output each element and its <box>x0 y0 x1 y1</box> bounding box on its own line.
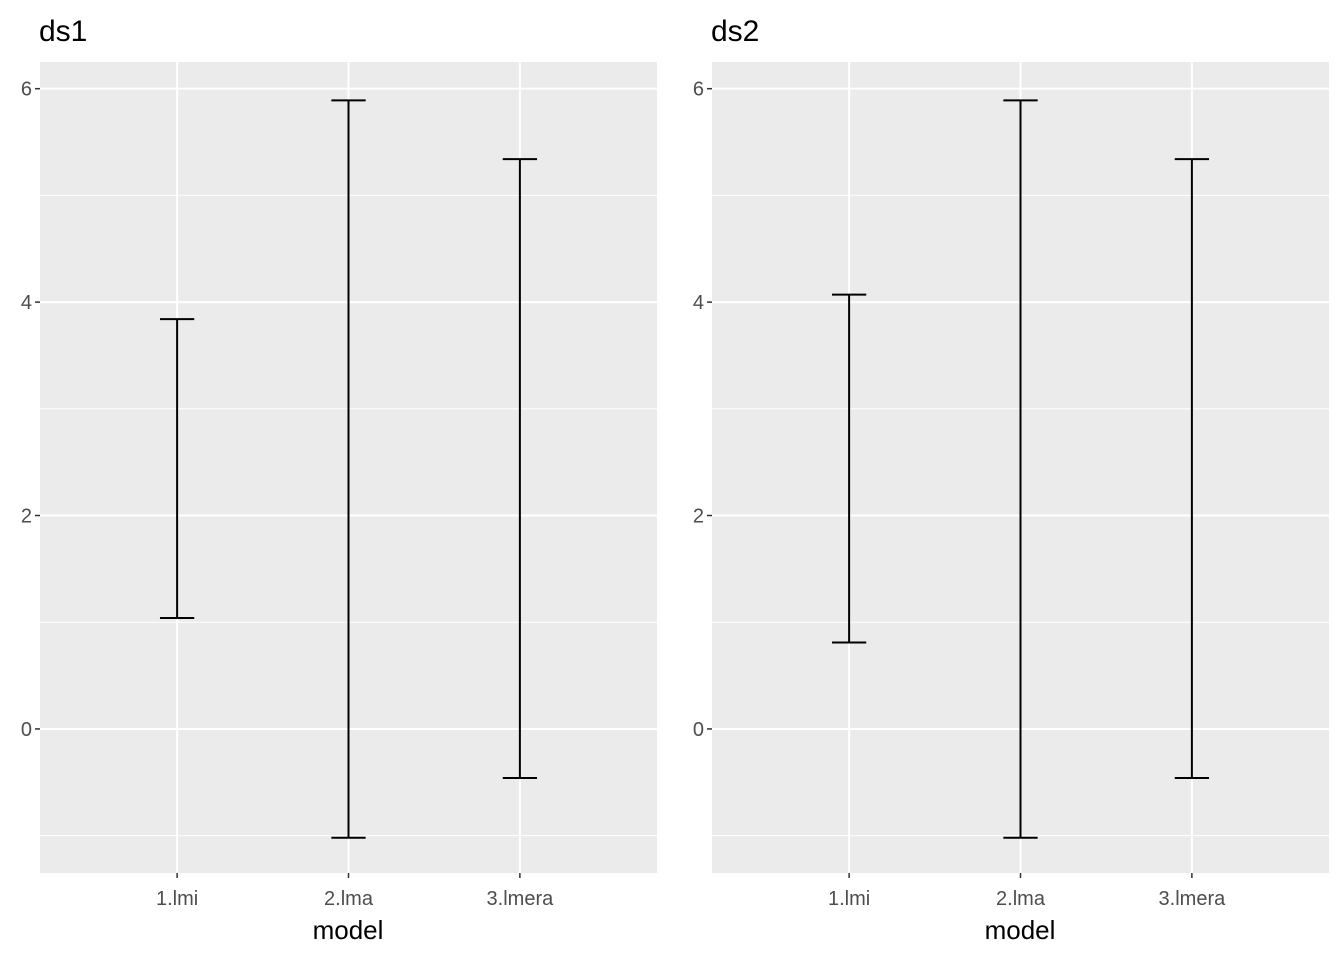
y-tick-label: 6 <box>693 79 704 101</box>
y-tick-label: 4 <box>693 292 704 314</box>
x-axis-label: model <box>313 915 384 945</box>
x-tick-label: 3.lmera <box>487 888 555 910</box>
x-tick-label: 3.lmera <box>1159 888 1227 910</box>
x-tick-label: 1.lmi <box>156 888 198 910</box>
y-tick-label: 2 <box>21 506 32 528</box>
errorbar <box>1003 99 1038 839</box>
errorbar <box>502 158 538 780</box>
x-tick-label: 2.lma <box>324 888 374 910</box>
errorbar <box>331 99 366 839</box>
y-tick-label: 6 <box>21 79 32 101</box>
errorbar <box>159 318 195 619</box>
errorbar <box>1174 158 1210 780</box>
x-tick-label: 1.lmi <box>828 888 870 910</box>
panel-title: ds1 <box>39 15 87 48</box>
x-axis-label: model <box>985 915 1056 945</box>
panel-ds2: ds2 model 0 2 4 6 1.lmi 2.lma 3.lmera <box>693 15 1329 945</box>
panel-ds1: ds1 model 0 2 4 6 1.lmi 2.lma 3.lmera <box>21 15 657 945</box>
panel-title: ds2 <box>711 15 759 48</box>
y-tick-label: 0 <box>21 719 32 741</box>
errorbar <box>831 293 867 644</box>
y-tick-label: 4 <box>21 292 32 314</box>
y-tick-label: 2 <box>693 506 704 528</box>
x-tick-label: 2.lma <box>996 888 1046 910</box>
y-tick-label: 0 <box>693 719 704 741</box>
